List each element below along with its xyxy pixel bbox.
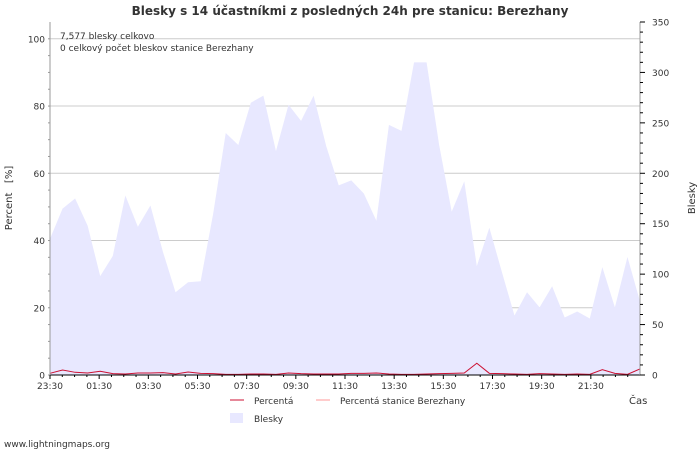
- annotation-total: 7,577 blesky celkovo: [60, 32, 155, 42]
- left-axis-ticks: 0 20 40 60 80 100: [28, 35, 50, 382]
- x-tick-label: 11:30: [332, 382, 358, 392]
- y-right-tick-label: 300: [652, 69, 669, 79]
- y-right-tick-label: 200: [652, 170, 669, 180]
- line-layer: [49, 362, 641, 375]
- x-tick-label: 15:30: [430, 382, 456, 392]
- x-tick-label: 23:30: [37, 382, 63, 392]
- chart-title: Blesky s 14 účastníkmi z posledných 24h …: [132, 4, 569, 18]
- y-right-tick-label: 100: [652, 271, 669, 281]
- y-right-tick-label: 250: [652, 119, 669, 129]
- x-axis-ticks: 23:30 01:30 03:30 05:30 07:30 09:30 11:30 13:30…: [37, 375, 629, 392]
- y-left-tick-label: 40: [34, 237, 46, 247]
- y-left-tick-label: 80: [34, 103, 46, 113]
- x-tick-label: 07:30: [234, 382, 260, 392]
- legend-label-percenta: Percentá: [254, 397, 293, 407]
- y-left-tick-label: 60: [34, 170, 46, 180]
- credit-text: www.lightningmaps.org: [4, 440, 110, 450]
- y-left-tick-label: 20: [34, 304, 46, 314]
- x-tick-label: 09:30: [283, 382, 309, 392]
- legend-swatch-blesky: [230, 413, 243, 423]
- right-axis-ticks: 0 50 100 150 200 250 300 350: [640, 19, 669, 382]
- y-axis-right-label: Blesky: [687, 182, 698, 214]
- series-percenta-line: [49, 362, 641, 375]
- legend-label-percenta-stanice: Percentá stanice Berezhany: [340, 397, 466, 407]
- legend: Percentá Percentá stanice Berezhany Bles…: [230, 397, 466, 425]
- x-tick-label: 21:30: [578, 382, 604, 392]
- y-axis-left-label: Percent [%]: [4, 166, 15, 231]
- x-tick-label: 13:30: [381, 382, 407, 392]
- y-right-tick-label: 150: [652, 220, 669, 230]
- y-right-tick-label: 350: [652, 19, 669, 29]
- x-tick-label: 05:30: [185, 382, 211, 392]
- y-right-tick-label: 50: [652, 321, 664, 331]
- series-blesky-area: [50, 62, 640, 376]
- area-layer: [50, 62, 640, 376]
- x-tick-label: 03:30: [135, 382, 161, 392]
- y-left-tick-label: 0: [39, 372, 45, 382]
- annotation-station: 0 celkový počet bleskov stanice Berezhan…: [60, 43, 254, 54]
- x-tick-label: 01:30: [86, 382, 112, 392]
- y-right-tick-label: 0: [652, 372, 658, 382]
- legend-label-blesky: Blesky: [254, 415, 284, 425]
- y-left-tick-label: 100: [28, 35, 45, 45]
- x-tick-label: 17:30: [480, 382, 506, 392]
- x-axis-label: Čas: [629, 394, 647, 407]
- x-tick-label: 19:30: [529, 382, 555, 392]
